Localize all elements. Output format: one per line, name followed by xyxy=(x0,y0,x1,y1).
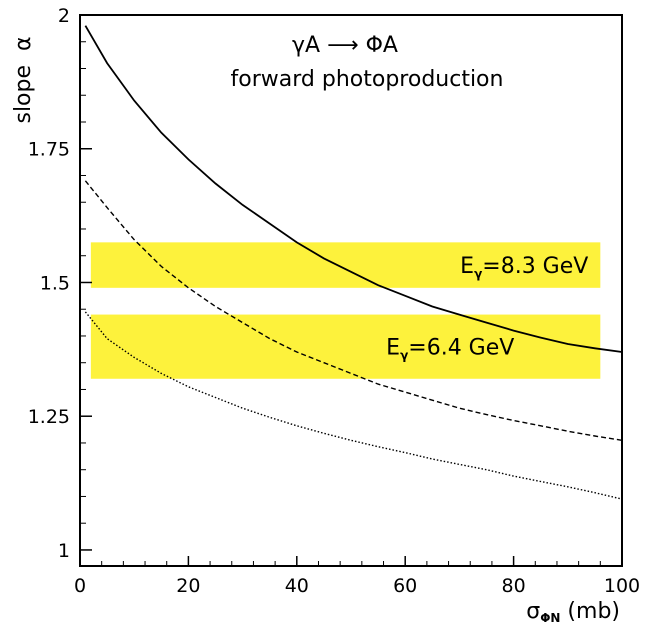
band-label-sub: γ xyxy=(474,267,482,281)
band-0 xyxy=(90,242,601,288)
band-label-sub: γ xyxy=(400,349,408,363)
band-1 xyxy=(90,314,601,379)
x-axis-label: σΦN (mb) xyxy=(526,599,620,625)
ticks-layer: 0 20 40 60 80 100 1 1.25 1.5 1.75 2 xyxy=(28,5,640,597)
x-tick-label: 0 xyxy=(74,575,86,597)
band-label-main: E xyxy=(460,254,474,279)
x-axis-label-sub: ΦN xyxy=(540,611,560,625)
x-tick-label: 40 xyxy=(285,575,309,597)
chart-subtitle: forward photoproduction xyxy=(231,67,504,92)
y-tick-label: 1 xyxy=(58,540,70,562)
x-axis-label-main: σ xyxy=(526,599,540,624)
plot-frame xyxy=(79,14,623,567)
series-line-solid xyxy=(84,25,623,353)
series-layer xyxy=(84,25,623,500)
chart-title: γA ⟶ ΦA xyxy=(292,33,398,58)
y-tick-label: 1.75 xyxy=(28,139,70,161)
band-label-rest: =8.3 GeV xyxy=(482,254,588,279)
x-axis-label-rest: (mb) xyxy=(560,599,620,624)
series-line-dotted xyxy=(84,311,623,500)
y-axis-label: slope α xyxy=(11,36,36,123)
y-tick-label: 1.5 xyxy=(40,272,70,294)
band-label-rest: =6.4 GeV xyxy=(408,336,514,361)
series-line-dashed xyxy=(84,180,623,441)
x-tick-label: 60 xyxy=(393,575,417,597)
x-tick-label: 20 xyxy=(176,575,200,597)
y-tick-label: 1.25 xyxy=(28,406,70,428)
y-tick-label: 2 xyxy=(58,5,70,27)
x-tick-label: 80 xyxy=(502,575,526,597)
band-label-1: Eγ=6.4 GeV xyxy=(386,336,514,363)
band-label-0: Eγ=8.3 GeV xyxy=(460,254,588,281)
x-tick-label: 100 xyxy=(604,575,640,597)
band-label-main: E xyxy=(386,336,400,361)
